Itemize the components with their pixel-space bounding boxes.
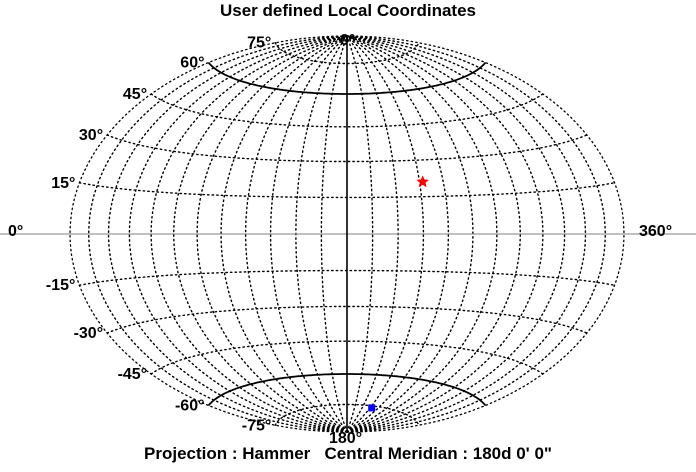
lat-label: -45° [118,366,148,383]
lat-label: -30° [74,325,104,342]
lon-label-right: 360° [639,223,672,240]
projection-info: Projection : Hammer Central Meridian : 1… [0,444,696,464]
tick-labels: 0° 360° 0° 180° 75° 60° 45° 30° 15° -15° -30° -… [8,32,672,447]
lon-label-top: 0° [340,32,355,49]
data-points [368,175,430,412]
central-meridian-label: Central Meridian : 180d 0' 0" [324,444,552,463]
lon-label-bottom: 180° [329,430,362,447]
graticule [69,35,625,433]
data-point-square [368,404,376,412]
lat-label: 60° [180,55,204,72]
projection-label: Projection : Hammer [144,444,311,463]
lat-label: -75° [242,417,272,434]
chart-title: User defined Local Coordinates [220,1,476,20]
parallel-line [106,305,588,334]
equator-and-meridian [0,36,696,432]
lat-label: 15° [51,175,75,192]
data-point-star [416,175,430,188]
parallel-line [106,134,588,163]
lat-label: -15° [46,277,76,294]
lat-label: 45° [123,86,147,103]
lon-label-left: 0° [8,223,23,240]
lat-label: 30° [79,127,103,144]
lat-label: 75° [247,35,271,52]
lat-label: -60° [175,398,205,415]
